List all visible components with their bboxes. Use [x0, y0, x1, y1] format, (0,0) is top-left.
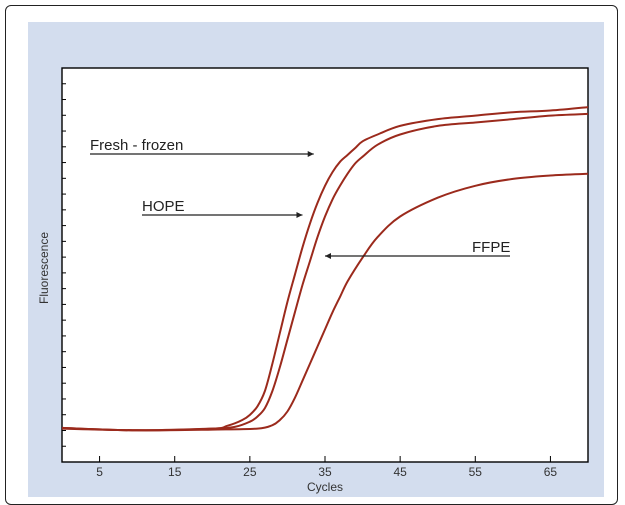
annotation-arrowhead: [325, 253, 331, 259]
annotation-label: Fresh - frozen: [90, 137, 183, 154]
x-tick-label: 35: [318, 465, 332, 479]
series-line: [61, 112, 589, 432]
annotation-label: HOPE: [142, 198, 185, 215]
x-tick-label: 55: [469, 465, 483, 479]
x-tick-label: 15: [168, 465, 182, 479]
series-layer: [61, 106, 589, 432]
annotation-arrowhead: [296, 212, 303, 218]
x-tick-label: 5: [96, 465, 103, 479]
x-tick-labels: 5 15 25 35 45 55 65: [96, 465, 557, 479]
x-tick-label: 45: [393, 465, 407, 479]
x-tick-label: 25: [243, 465, 257, 479]
annotation-arrowhead: [307, 151, 314, 157]
plot-area: [61, 67, 589, 463]
x-tick-label: 65: [544, 465, 558, 479]
y-axis-label: Fluorescence: [37, 232, 51, 304]
series-line: [61, 172, 589, 432]
series-line: [61, 106, 589, 432]
axis-ticks: [62, 67, 551, 463]
x-axis-label: Cycles: [307, 480, 343, 494]
annotation-label: FFPE: [472, 239, 510, 256]
annotation-layer: Fresh - frozen HOPE FFPE: [90, 137, 510, 259]
